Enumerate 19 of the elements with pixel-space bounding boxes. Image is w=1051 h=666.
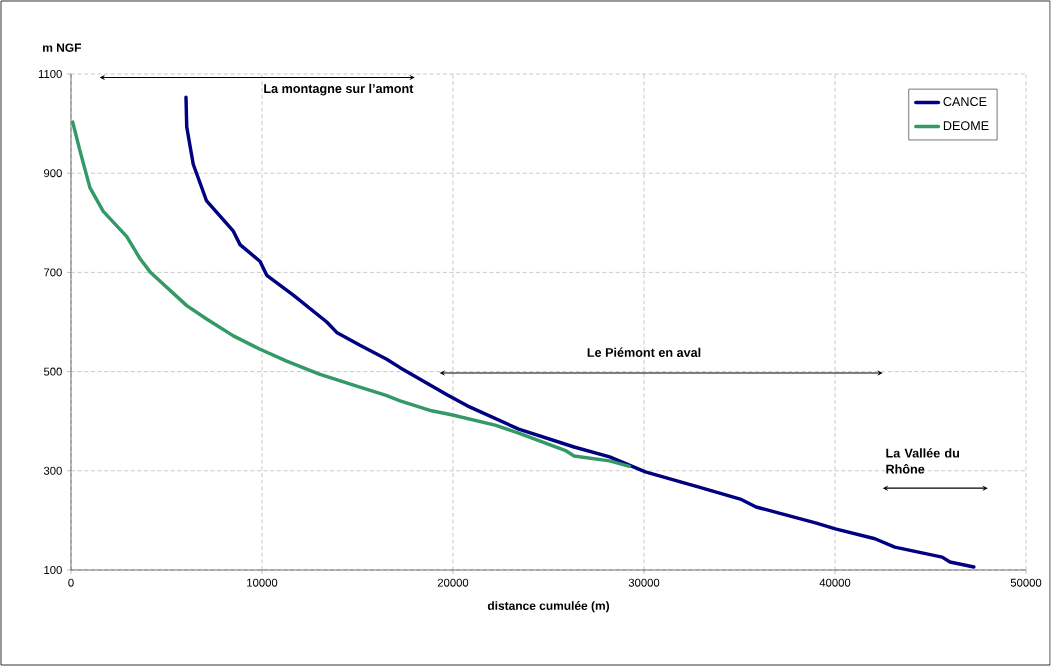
x-tick-label: 40000 [819,578,851,587]
y-tick-label: 700 [44,268,62,277]
y-tick-label: 900 [44,169,62,178]
x-tick-label: 30000 [628,578,660,587]
annotation: Le Piémont en aval [587,347,701,357]
x-tick-label: 0 [68,578,74,587]
x-axis-title: distance cumulée (m) [487,601,610,613]
x-tick-label: 20000 [437,578,469,587]
y-tick-label: 300 [43,466,62,475]
legend-label: DEOME [943,121,989,131]
x-tick-label: 10000 [247,578,278,587]
annotation: La Vallée du Rhône [886,448,960,474]
y-tick-label: 1100 [38,70,62,78]
x-tick-label: 50000 [1010,578,1042,587]
y-axis-title: m NGF [43,43,82,52]
annotation: La montagne sur l’amont [264,83,414,96]
y-tick-label: 500 [43,367,62,376]
y-tick-label: 100 [44,566,62,574]
legend-label: CANCE [943,97,987,107]
